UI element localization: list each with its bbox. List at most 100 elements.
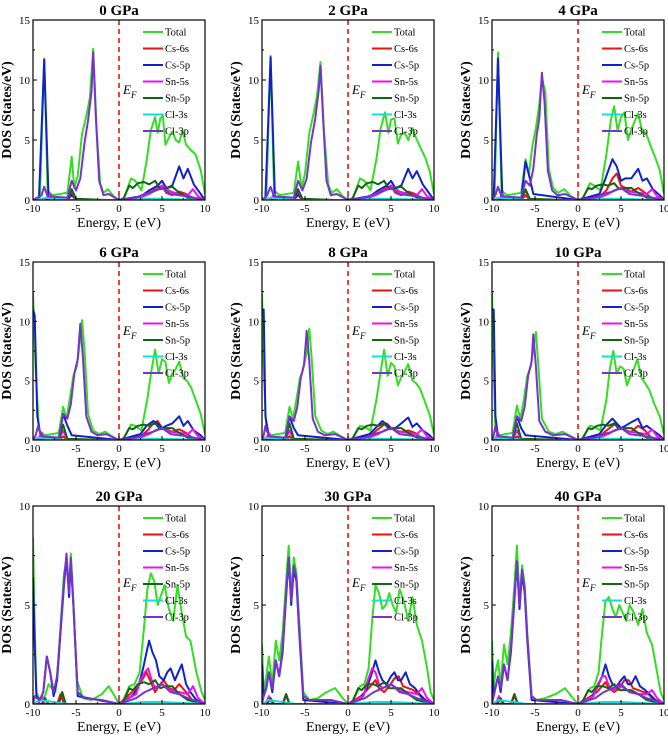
y-tick-label: 15: [248, 257, 260, 269]
legend-label: Cl-3p: [394, 127, 418, 138]
legend-label: Cl-3p: [624, 127, 648, 138]
legend-label: Cs-6s: [394, 44, 418, 55]
legend-label: Sn-5p: [394, 580, 419, 591]
x-axis-label: Energy, E (eV): [536, 720, 620, 735]
legend-label: Sn-5p: [624, 580, 649, 591]
panel-title: 6 GPa: [99, 245, 139, 261]
legend-label: Cs-5p: [165, 547, 190, 558]
series-line-cl-3p: [262, 329, 434, 440]
y-tick-label: 0: [254, 699, 260, 711]
series-lines: [33, 537, 205, 704]
legend-label: Cl-3s: [624, 110, 647, 121]
x-tick-label: -5: [71, 707, 81, 719]
y-tick-label: 0: [254, 195, 260, 207]
series-line-cl-3s: [33, 699, 205, 704]
y-axis-label: DOS (States/eV): [229, 556, 244, 654]
legend-label: Cl-3s: [394, 352, 417, 363]
y-tick-label: 0: [25, 435, 31, 447]
series-line-sn-5p: [33, 422, 205, 440]
x-axis-label: Energy, E (eV): [77, 216, 161, 231]
y-tick-label: 0: [25, 699, 31, 711]
x-tick-label: 5: [159, 203, 165, 215]
y-tick-label: 5: [25, 135, 31, 147]
series-lines: [33, 47, 205, 200]
legend: Total Cs-6s Cs-5p Sn-5s Sn-5p Cl-3s Cl-3p: [602, 514, 649, 624]
series-line-cl-3p: [262, 556, 434, 704]
x-tick-label: 5: [618, 443, 624, 455]
y-axis-label: DOS (States/eV): [229, 302, 244, 400]
series-lines: [262, 293, 434, 440]
legend-label: Sn-5p: [165, 336, 190, 347]
legend-label: Cs-5p: [165, 61, 190, 72]
series-lines: [33, 292, 205, 440]
x-tick-label: 10: [659, 707, 668, 719]
series-line-sn-5p: [262, 681, 434, 704]
legend-label: Cl-3p: [624, 613, 648, 624]
legend-label: Cs-5p: [624, 547, 649, 558]
legend-label: Cl-3s: [624, 596, 647, 607]
legend-label: Cs-5p: [165, 303, 190, 314]
y-tick-label: 15: [478, 15, 490, 27]
series-lines: [262, 544, 434, 704]
legend-label: Sn-5p: [165, 94, 190, 105]
y-tick-label: 15: [19, 257, 31, 269]
legend-label: Cl-3s: [624, 352, 647, 363]
x-tick-label: 0: [575, 203, 581, 215]
legend-label: Total: [394, 270, 416, 281]
legend: Total Cs-6s Cs-5p Sn-5s Sn-5p Cl-3s Cl-3p: [143, 28, 190, 138]
x-tick-label: 5: [159, 707, 165, 719]
legend: Total Cs-6s Cs-5p Sn-5s Sn-5p Cl-3s Cl-3p: [602, 270, 649, 380]
fermi-label: EF: [122, 323, 137, 341]
y-tick-label: 5: [484, 600, 490, 612]
legend-label: Cl-3p: [165, 369, 189, 380]
dos-panel: 2 GPa EF -10 -5 0 5 10 0 5 10 15 Energy, E (eV) DOS …: [229, 3, 440, 231]
y-tick-label: 15: [248, 15, 260, 27]
series-line-sn-5p: [492, 182, 664, 200]
y-tick-label: 0: [484, 435, 490, 447]
y-tick-label: 10: [478, 75, 490, 87]
y-axis-label: DOS (States/eV): [0, 302, 15, 400]
x-tick-label: 0: [575, 707, 581, 719]
fermi-label: EF: [122, 82, 137, 100]
legend-label: Sn-5s: [394, 319, 418, 330]
series-line-cl-3s: [492, 196, 664, 200]
series-line-cl-3s: [262, 699, 434, 704]
x-tick-label: -10: [255, 203, 270, 215]
x-axis-label: Energy, E (eV): [306, 216, 390, 231]
series-line-cl-3s: [492, 436, 664, 440]
x-tick-label: 10: [200, 203, 212, 215]
x-tick-label: 5: [388, 707, 394, 719]
legend-label: Cl-3s: [394, 110, 417, 121]
fermi-label: EF: [122, 575, 137, 593]
x-axis-label: Energy, E (eV): [77, 720, 161, 735]
series-lines: [492, 544, 664, 704]
legend-label: Cl-3s: [165, 352, 188, 363]
legend-label: Sn-5s: [624, 77, 648, 88]
y-tick-label: 10: [478, 316, 490, 328]
x-tick-label: -10: [485, 707, 500, 719]
x-tick-label: 0: [345, 707, 351, 719]
legend: Total Cs-6s Cs-5p Sn-5s Sn-5p Cl-3s Cl-3p: [143, 270, 190, 380]
y-tick-label: 10: [248, 501, 260, 513]
dos-panel: 30 GPa EF -10 -5 0 5 10 0 5 10 Energy, E (eV) DOS (…: [229, 489, 440, 735]
series-line-cl-3s: [492, 699, 664, 704]
legend-label: Cl-3p: [394, 369, 418, 380]
series-line-sn-5p: [33, 679, 205, 704]
x-tick-label: -5: [300, 443, 310, 455]
legend: Total Cs-6s Cs-5p Sn-5s Sn-5p Cl-3s Cl-3p: [372, 28, 419, 138]
legend-label: Sn-5p: [394, 336, 419, 347]
y-tick-label: 5: [254, 135, 260, 147]
x-tick-label: -5: [530, 707, 540, 719]
x-tick-label: -10: [26, 707, 41, 719]
fermi-label: EF: [581, 575, 596, 593]
x-tick-label: -5: [300, 707, 310, 719]
legend-label: Cl-3s: [394, 596, 417, 607]
legend-label: Total: [165, 270, 187, 281]
legend-label: Cl-3p: [624, 369, 648, 380]
legend-label: Cs-5p: [624, 61, 649, 72]
legend: Total Cs-6s Cs-5p Sn-5s Sn-5p Cl-3s Cl-3p: [143, 514, 190, 624]
x-tick-label: 0: [345, 443, 351, 455]
panel-title: 2 GPa: [328, 3, 368, 19]
x-tick-label: -5: [300, 203, 310, 215]
y-axis-label: DOS (States/eV): [459, 302, 474, 400]
